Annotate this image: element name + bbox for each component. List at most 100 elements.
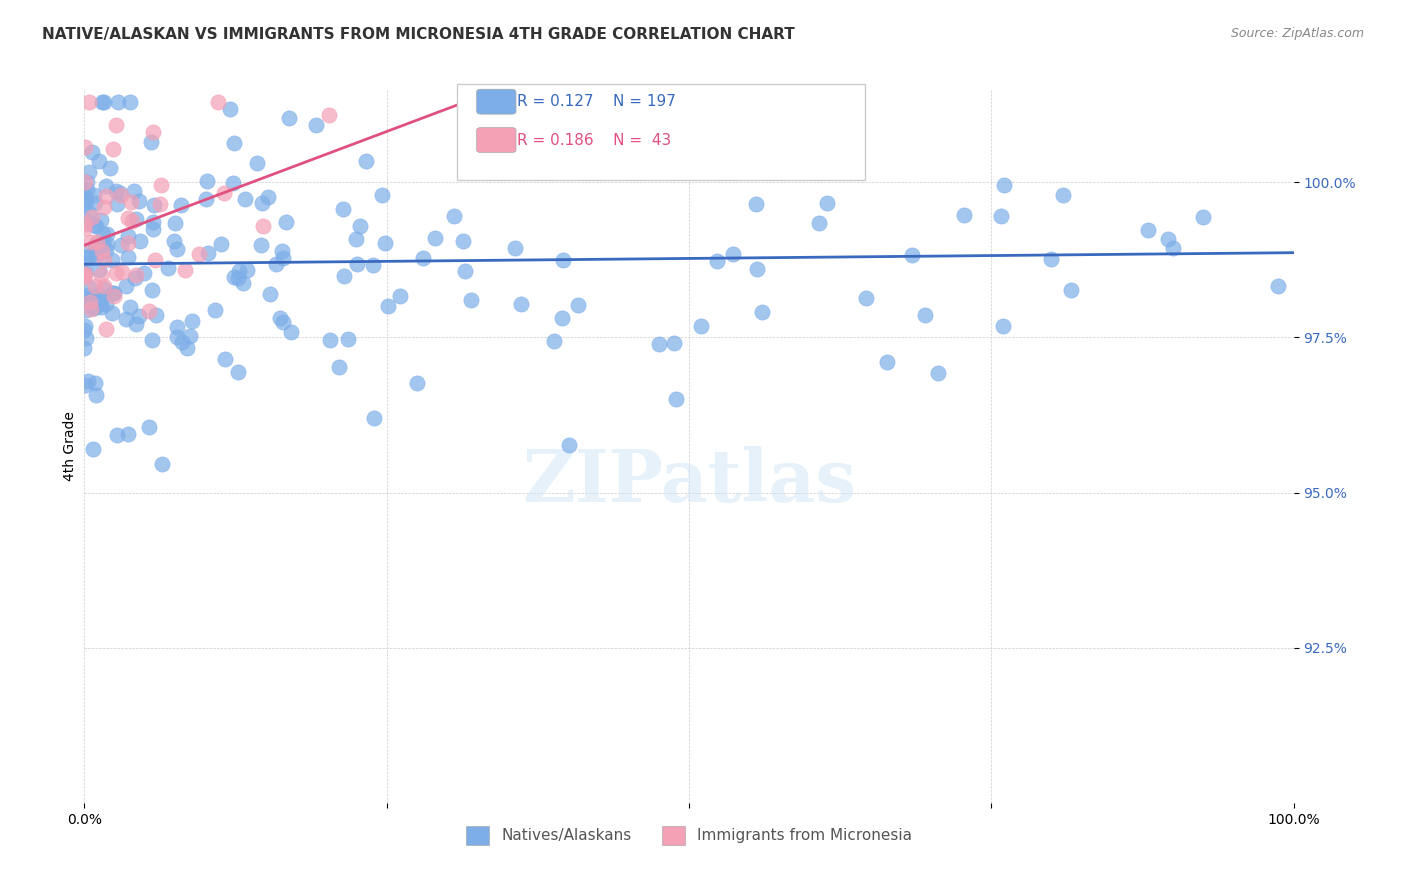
Point — [990, 209, 1012, 223]
Point — [77, 287, 100, 301]
Point — [207, 95, 229, 109]
Point — [815, 196, 838, 211]
Point — [83, 300, 105, 314]
Point — [250, 195, 273, 210]
Point — [235, 263, 257, 277]
Point — [553, 253, 575, 268]
Point — [93, 200, 115, 214]
Point — [332, 202, 354, 217]
Point — [93, 252, 115, 267]
Point — [354, 154, 377, 169]
Point — [318, 108, 340, 122]
Point — [662, 335, 685, 350]
Point — [76, 175, 98, 189]
Point — [269, 311, 291, 326]
Legend: Natives/Alaskans, Immigrants from Micronesia: Natives/Alaskans, Immigrants from Micron… — [458, 818, 920, 852]
Point — [706, 253, 728, 268]
Point — [371, 188, 394, 202]
Point — [101, 306, 124, 320]
Point — [142, 198, 165, 212]
Point — [80, 235, 103, 250]
Point — [94, 297, 117, 311]
Point — [90, 300, 112, 314]
Point — [107, 95, 129, 109]
Point — [73, 290, 96, 304]
Point — [91, 244, 114, 258]
Point — [914, 308, 936, 322]
Point — [1137, 223, 1160, 237]
Point — [96, 236, 118, 251]
Point — [560, 95, 582, 109]
Point — [250, 238, 273, 252]
Point — [77, 95, 100, 109]
Point — [876, 355, 898, 369]
Text: NATIVE/ALASKAN VS IMMIGRANTS FROM MICRONESIA 4TH GRADE CORRELATION CHART: NATIVE/ALASKAN VS IMMIGRANTS FROM MICRON… — [42, 27, 794, 42]
Point — [103, 289, 125, 303]
Point — [108, 186, 131, 200]
Point — [111, 265, 134, 279]
Point — [73, 191, 96, 205]
Point — [1060, 284, 1083, 298]
Point — [73, 268, 96, 283]
Point — [75, 377, 97, 392]
Point — [122, 185, 145, 199]
Point — [128, 194, 150, 209]
Point — [274, 214, 297, 228]
Point — [150, 457, 173, 471]
Point — [807, 216, 830, 230]
Point — [87, 296, 110, 310]
Point — [844, 129, 866, 144]
Point — [855, 291, 877, 305]
Point — [77, 165, 100, 179]
Point — [212, 186, 235, 201]
Point — [121, 214, 143, 228]
Point — [423, 231, 446, 245]
Point — [79, 301, 101, 316]
Point — [90, 268, 112, 283]
Point — [90, 213, 112, 227]
Point — [87, 263, 110, 277]
Point — [214, 351, 236, 366]
Point — [100, 252, 122, 267]
Point — [543, 334, 565, 348]
Point — [789, 103, 811, 118]
Point — [149, 178, 172, 192]
Point — [73, 186, 96, 200]
Point — [900, 247, 922, 261]
Point — [224, 136, 246, 150]
Point — [73, 217, 96, 231]
Point — [665, 392, 688, 406]
Point — [75, 194, 97, 208]
Point — [120, 195, 142, 210]
Point — [83, 218, 105, 232]
Point — [76, 183, 98, 197]
Point — [76, 250, 98, 264]
Point — [460, 293, 482, 308]
Point — [252, 219, 274, 233]
Point — [96, 227, 118, 241]
Point — [104, 184, 127, 198]
Point — [73, 267, 96, 281]
Point — [246, 155, 269, 169]
Point — [567, 298, 589, 312]
Point — [363, 258, 385, 272]
Point — [551, 311, 574, 326]
Point — [648, 336, 671, 351]
Point — [138, 419, 160, 434]
Point — [75, 256, 97, 270]
Y-axis label: 4th Grade: 4th Grade — [63, 411, 77, 481]
Point — [77, 374, 100, 388]
Point — [93, 282, 115, 296]
Point — [118, 300, 141, 314]
Point — [231, 276, 253, 290]
Point — [79, 249, 101, 263]
Point — [226, 365, 249, 379]
Point — [125, 268, 148, 282]
Point — [75, 303, 97, 318]
Point — [273, 252, 295, 266]
Point — [221, 176, 243, 190]
Point — [226, 270, 249, 285]
Point — [377, 300, 399, 314]
Point — [163, 234, 186, 248]
Text: Source: ZipAtlas.com: Source: ZipAtlas.com — [1230, 27, 1364, 40]
